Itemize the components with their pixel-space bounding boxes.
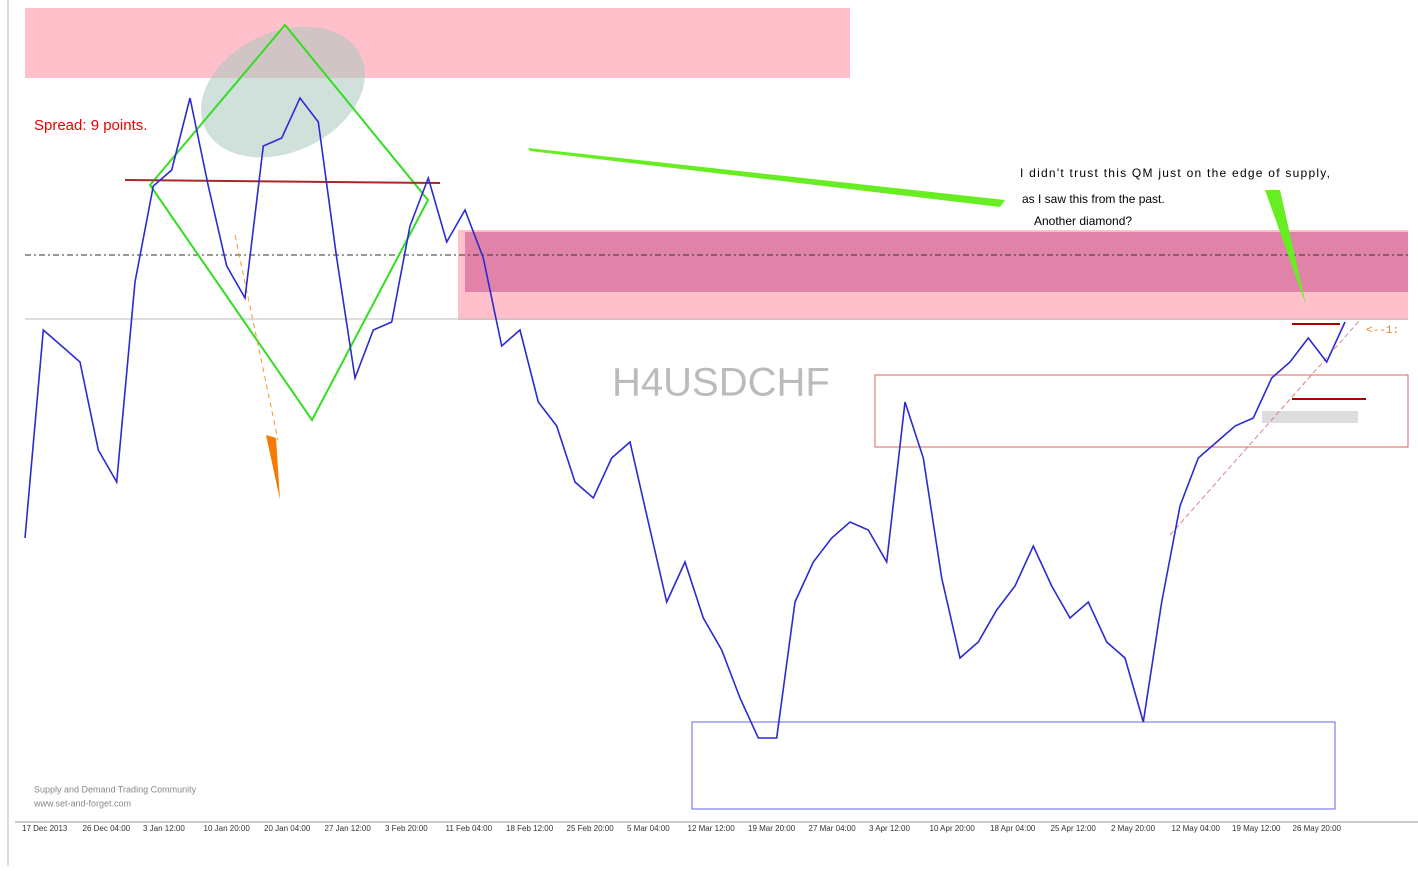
x-tick-label: 3 Jan 12:00 — [143, 824, 185, 833]
x-tick-label: 25 Apr 12:00 — [1051, 824, 1097, 833]
supply-zone — [25, 8, 850, 78]
demand-box — [874, 374, 1409, 448]
x-tick-label: 18 Apr 04:00 — [990, 824, 1036, 833]
annotation: as I saw this from the past. — [1022, 192, 1165, 206]
x-tick-label: 27 Mar 04:00 — [809, 824, 857, 833]
watermark: Supply and Demand Trading Community — [34, 784, 197, 794]
x-tick-label: 12 Mar 12:00 — [688, 824, 736, 833]
x-tick-label: 5 Mar 04:00 — [627, 824, 670, 833]
neckline — [124, 179, 441, 184]
ratio-label: <--1: — [1366, 325, 1399, 337]
x-tick-label: 10 Apr 20:00 — [930, 824, 976, 833]
x-tick-label: 3 Apr 12:00 — [869, 824, 910, 833]
chart-title: H4USDCHF — [612, 361, 830, 405]
x-tick-label: 12 May 04:00 — [1172, 824, 1221, 833]
x-tick-label: 2 May 20:00 — [1111, 824, 1156, 833]
diamond-pattern — [148, 23, 430, 422]
projection — [234, 234, 279, 441]
x-tick-label: 10 Jan 20:00 — [204, 824, 251, 833]
spread-label: Spread: 9 points. — [34, 117, 147, 134]
x-tick-label: 11 Feb 04:00 — [446, 824, 493, 833]
arrow — [1265, 190, 1306, 305]
supply-zone-core — [465, 232, 1408, 292]
x-tick-label: 3 Feb 20:00 — [385, 824, 428, 833]
arrow-head — [266, 435, 280, 500]
arrow — [528, 148, 1005, 207]
demand-box — [691, 721, 1336, 810]
x-tick-label: 25 Feb 20:00 — [567, 824, 615, 833]
annotation: I didn't trust this QM just on the edge … — [1020, 166, 1330, 180]
x-tick-label: 26 Dec 04:00 — [83, 824, 131, 833]
x-tick-label: 18 Feb 12:00 — [506, 824, 554, 833]
x-tick-label: 17 Dec 2013 — [22, 824, 68, 833]
marker-zone — [1262, 411, 1358, 423]
watermark: www.set-and-forget.com — [33, 798, 131, 808]
price-line — [24, 96, 1346, 739]
annotation: Another diamond? — [1034, 214, 1132, 228]
highlight-ellipse — [201, 26, 365, 158]
x-tick-label: 27 Jan 12:00 — [325, 824, 372, 833]
x-tick-label: 19 Mar 20:00 — [748, 824, 796, 833]
x-tick-label: 20 Jan 04:00 — [264, 824, 311, 833]
x-tick-label: 19 May 12:00 — [1232, 824, 1281, 833]
x-tick-label: 26 May 20:00 — [1293, 824, 1342, 833]
